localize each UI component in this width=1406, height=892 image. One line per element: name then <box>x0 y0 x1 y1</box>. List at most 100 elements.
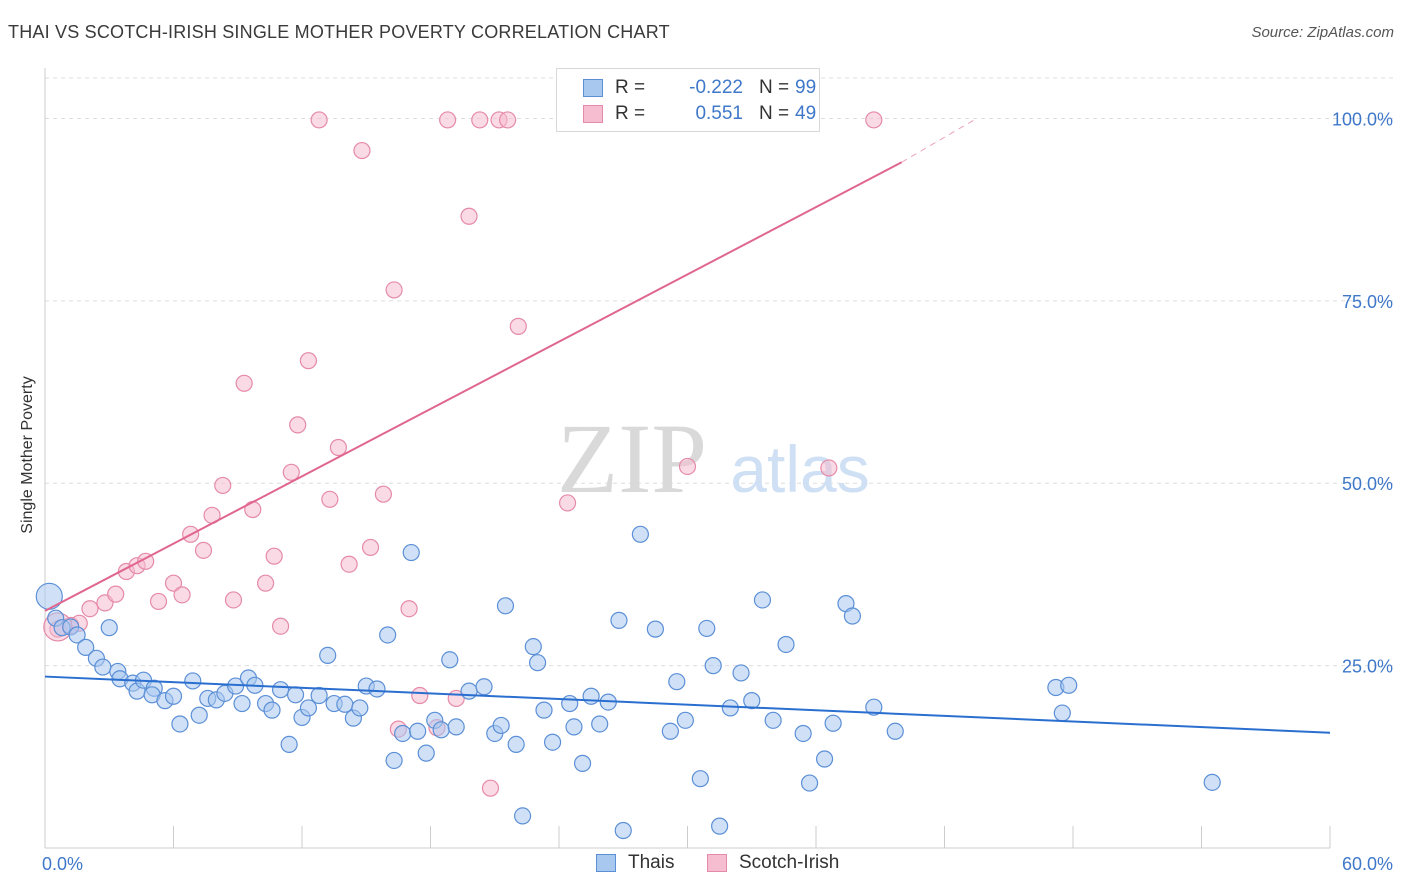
stats-legend: R = -0.222 N = 99 R = 0.551 N = 49 <box>556 68 820 132</box>
scotch-irish-point <box>289 416 307 434</box>
scotch-irish-legend-swatch <box>707 854 727 872</box>
thais-point <box>631 525 649 543</box>
thais-point <box>233 694 251 713</box>
scotch-irish-trend-extension <box>901 118 977 163</box>
thais-point <box>496 597 515 615</box>
scotch-irish-point <box>385 281 403 299</box>
thais-point <box>646 620 664 638</box>
thais-point <box>711 817 729 835</box>
legend-label: Thais <box>628 852 675 873</box>
scotch-irish-point <box>361 538 380 557</box>
scotch-irish-point <box>321 490 339 508</box>
scotch-irish-point <box>481 779 500 797</box>
legend-label: Scotch-Irish <box>739 852 840 873</box>
thais-point <box>843 607 862 625</box>
scotch-irish-point <box>194 541 213 559</box>
thais-point <box>865 698 883 716</box>
scotch-irish-point <box>235 374 253 392</box>
legend-item-scotch-irish: Scotch-Irish <box>707 852 857 876</box>
scotch-irish-point <box>340 555 358 573</box>
scotch-irish-point <box>820 459 838 477</box>
thais-point <box>794 724 812 743</box>
thais-point <box>190 706 208 724</box>
thais-point <box>100 619 118 637</box>
scotch-irish-swatch <box>583 105 603 123</box>
n-value: 99 <box>795 77 817 98</box>
scotch-irish-point <box>865 111 883 129</box>
tick-labels: 25.0% 50.0% 75.0% 100.0% 0.0% 60.0% <box>42 109 1393 874</box>
thais-point <box>319 646 337 665</box>
thais-point <box>184 672 202 690</box>
thais-point <box>310 686 328 705</box>
thais-point <box>543 733 562 751</box>
thais-point <box>704 657 722 675</box>
thais-point <box>800 774 819 792</box>
thais-legend-swatch <box>596 854 616 872</box>
scotch-irish-point <box>471 111 489 129</box>
chart-title: THAI VS SCOTCH-IRISH SINGLE MOTHER POVER… <box>8 22 670 42</box>
thais-point <box>535 701 553 719</box>
n-value: 49 <box>795 103 817 124</box>
thais-point <box>661 722 679 740</box>
thais-point <box>492 716 510 735</box>
scotch-irish-point <box>173 586 191 604</box>
thais-point <box>764 711 782 729</box>
scotch-irish-point <box>460 207 478 225</box>
scotch-irish-point <box>107 585 125 603</box>
thais-point <box>402 543 420 562</box>
thais-point <box>732 664 750 682</box>
thais-point <box>886 722 904 740</box>
scotch-irish-point <box>400 600 418 618</box>
thais-point <box>561 694 579 713</box>
thais-point <box>777 635 795 654</box>
thais-point <box>591 715 609 733</box>
thais-point <box>582 687 600 705</box>
thais-point <box>368 680 386 698</box>
thais-point <box>743 692 761 710</box>
scotch-irish-point <box>678 457 697 476</box>
thais-point <box>524 638 542 656</box>
x-tick-label: 60.0% <box>1342 854 1393 874</box>
thais-point <box>721 699 739 717</box>
thais-point <box>263 701 281 719</box>
thais-trend-line <box>44 675 1331 734</box>
thais-point <box>299 699 318 717</box>
thais-point <box>676 711 694 729</box>
scotch-irish-point <box>224 591 243 609</box>
y-tick-label: 75.0% <box>1342 292 1393 312</box>
thais-point <box>573 754 592 772</box>
scotch-irish-point <box>310 111 328 129</box>
thais-point <box>379 626 397 644</box>
scotch-irish-point <box>353 141 371 160</box>
thais-point <box>417 744 435 762</box>
source-label: Source: ZipAtlas.com <box>1251 24 1394 41</box>
thais-point <box>447 718 465 736</box>
scotch-irish-point <box>271 617 290 635</box>
scotch-irish-point <box>149 592 168 611</box>
r-value: -0.222 <box>689 77 743 98</box>
scotch-irish-point <box>265 547 283 565</box>
thais-swatch <box>583 79 603 97</box>
thais-point <box>68 626 86 644</box>
thais-point <box>409 722 427 740</box>
y-tick-label: 50.0% <box>1342 474 1393 494</box>
scotch-irish-point <box>374 485 392 503</box>
scotch-irish-trend-line <box>44 161 903 612</box>
thais-point <box>824 714 842 732</box>
thais-point <box>753 591 772 609</box>
thais-point <box>271 681 290 699</box>
thais-point <box>460 682 478 700</box>
r-label: R = <box>615 103 646 124</box>
watermark-atlas: atlas <box>730 432 869 506</box>
thais-point <box>94 658 112 676</box>
thais-point <box>1053 704 1071 722</box>
thais-point <box>164 687 183 705</box>
scotch-irish-point <box>329 438 348 457</box>
legend-item-thais: Thais <box>596 852 686 876</box>
thais-point <box>668 673 686 691</box>
scotch-irish-point <box>81 600 99 618</box>
scotch-irish-point <box>214 476 232 495</box>
thais-point <box>1203 773 1221 791</box>
grid-lines <box>45 77 1395 667</box>
y-tick-label: 25.0% <box>1342 657 1393 677</box>
